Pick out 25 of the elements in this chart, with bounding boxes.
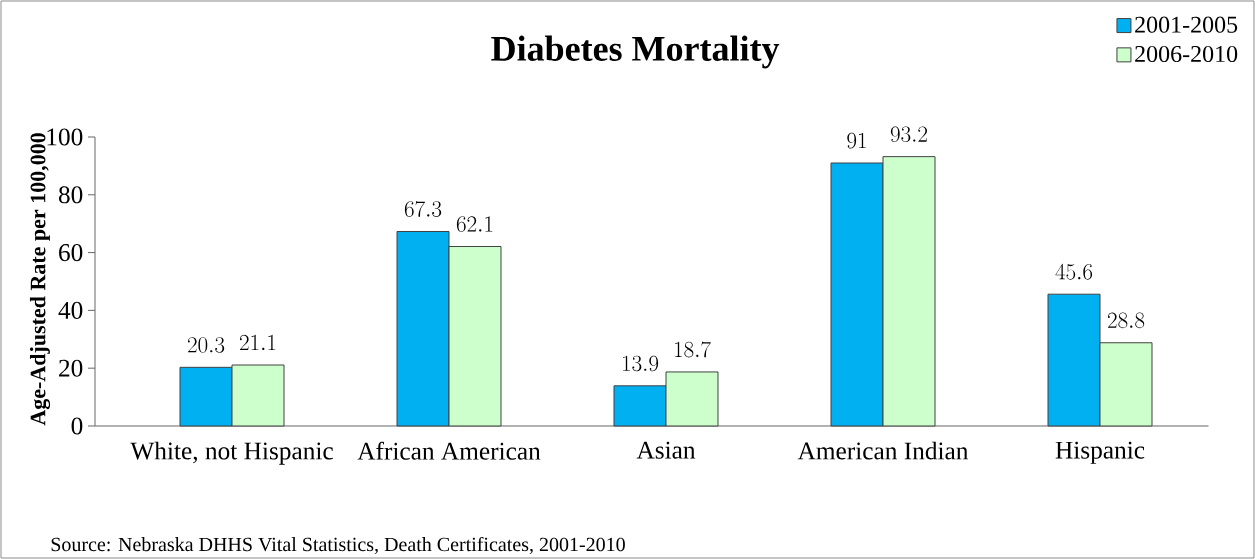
chart-title: Diabetes Mortality <box>491 35 780 69</box>
data-label: 21 . 1 <box>239 334 276 351</box>
data-label: 18.7 <box>675 341 711 358</box>
y-tick-label: 20 <box>59 359 83 377</box>
y-tick-label: 60 <box>59 244 83 262</box>
legend-label: 2006-2010 <box>1135 45 1238 63</box>
data-label: 62. 1 <box>456 216 493 232</box>
y-tick-label: 80 <box>58 186 83 204</box>
data-label: 20.3 <box>187 337 225 353</box>
x-tick-label: African American <box>357 441 541 460</box>
data-label: 45.6 <box>1055 263 1093 280</box>
x-tick-label: American Indian <box>797 441 969 460</box>
y-tick-label: 40 <box>58 301 83 319</box>
source-note: Source: Nebraska DHHS Vital Statistics, Death Certificates, 2001-2010 <box>51 536 625 555</box>
legend-label: 2001-2005 <box>1135 16 1238 33</box>
x-tick-label: Asian <box>636 441 696 459</box>
y-tick-label: 100 <box>47 128 83 146</box>
data-label: 93.2 <box>890 126 928 143</box>
y-tick-label: 0 <box>71 417 83 435</box>
data-label: 91 <box>847 132 866 149</box>
x-tick-label: White, not Hispanic <box>130 441 333 465</box>
data-label: 67.3 <box>404 200 442 217</box>
x-tick-label: Hispanic <box>1055 441 1145 464</box>
data-label: 13.9 <box>623 355 659 372</box>
data-label: 28.8 <box>1107 312 1145 329</box>
